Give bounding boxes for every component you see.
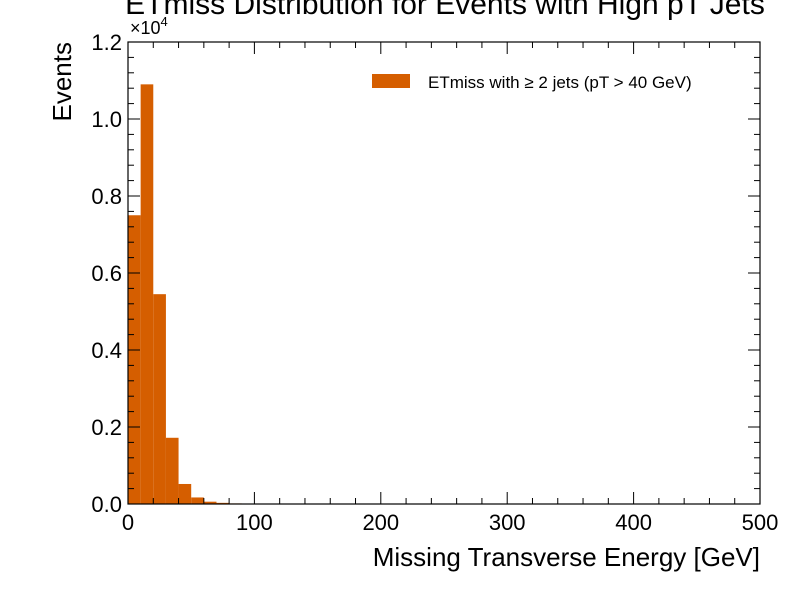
axis-ticks: [127, 41, 761, 505]
histogram-bar: [153, 294, 166, 504]
x-axis-title: Missing Transverse Energy [GeV]: [373, 542, 760, 572]
x-tick-label: 500: [742, 510, 779, 535]
y-axis-title: Events: [47, 42, 77, 122]
x-tick-label: 100: [236, 510, 273, 535]
y-multiplier-base: ×10: [130, 18, 161, 38]
y-axis-multiplier: ×104: [130, 14, 168, 38]
y-tick-label: 1.0: [91, 107, 122, 132]
y-tick-label: 0.8: [91, 184, 122, 209]
y-tick-label: 0.2: [91, 415, 122, 440]
legend-swatch: [372, 74, 410, 88]
y-tick-labels: 0.0 0.2 0.4 0.6 0.8 1.0 1.2: [91, 30, 122, 517]
x-tick-label: 0: [122, 510, 134, 535]
legend: ETmiss with ≥ 2 jets (pT > 40 GeV): [372, 73, 692, 92]
histogram-bar: [203, 501, 217, 504]
chart-title: ETmiss Distribution for Events with High…: [125, 0, 765, 21]
y-multiplier-exponent: 4: [161, 14, 168, 29]
histogram-bar: [165, 437, 179, 504]
histogram-bars: [128, 84, 268, 504]
histogram-bar: [178, 483, 192, 504]
x-tick-label: 200: [362, 510, 399, 535]
x-tick-label: 300: [489, 510, 526, 535]
legend-label: ETmiss with ≥ 2 jets (pT > 40 GeV): [428, 73, 692, 92]
histogram-bar: [140, 84, 154, 504]
histogram-bar: [191, 497, 204, 504]
histogram-bar: [128, 215, 141, 504]
x-tick-label: 400: [615, 510, 652, 535]
x-tick-labels: 0 100 200 300 400 500: [122, 510, 778, 535]
plot-frame: [127, 41, 761, 505]
y-tick-label: 0.6: [91, 261, 122, 286]
y-tick-label: 1.2: [91, 30, 122, 55]
y-tick-label: 0.0: [91, 492, 122, 517]
y-tick-label: 0.4: [91, 338, 122, 363]
